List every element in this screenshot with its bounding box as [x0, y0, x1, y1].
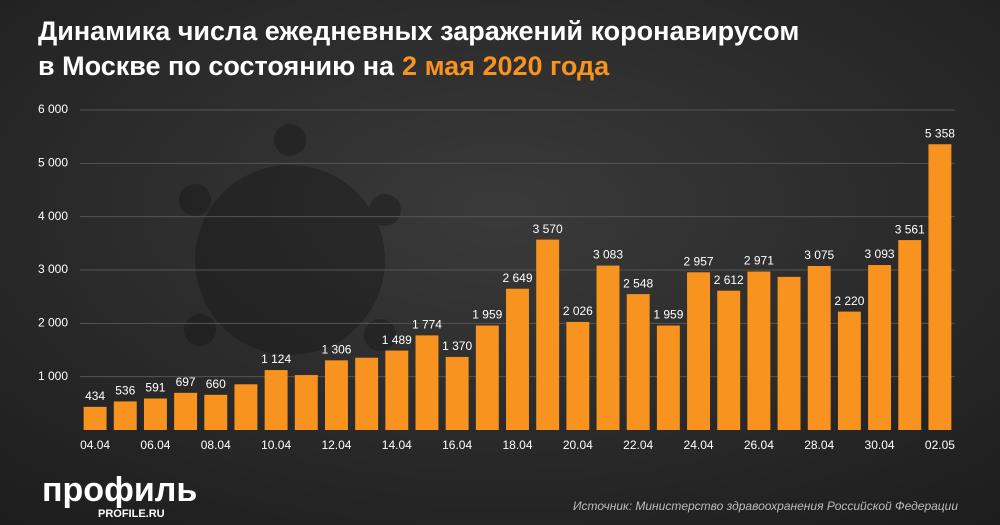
value-label: 2 612	[714, 273, 744, 287]
bar	[294, 375, 318, 430]
bar	[415, 335, 439, 430]
x-tick-label: 26.04	[744, 438, 774, 452]
bar	[536, 239, 560, 430]
bar	[174, 392, 198, 430]
bar	[837, 311, 861, 430]
y-tick-label: 1 000	[38, 369, 68, 383]
value-label: 536	[115, 384, 135, 398]
value-label: 1 124	[261, 352, 291, 366]
value-label: 1 774	[412, 318, 442, 332]
x-tick-label: 14.04	[382, 438, 412, 452]
x-tick-label: 30.04	[865, 438, 895, 452]
logo: профиль	[42, 471, 197, 509]
value-label: 1 306	[321, 343, 351, 357]
x-tick-label: 08.04	[201, 438, 231, 452]
bar	[928, 144, 952, 431]
bar	[204, 394, 228, 430]
value-label: 2 649	[502, 271, 532, 285]
bar	[807, 266, 831, 430]
x-tick-label: 02.05	[925, 438, 955, 452]
x-tick-label: 10.04	[261, 438, 291, 452]
value-label: 5 358	[925, 126, 955, 140]
value-label: 660	[206, 377, 226, 391]
bar	[475, 325, 499, 430]
source: Источник: Министерство здравоохранения Р…	[573, 499, 958, 513]
x-tick-label: 12.04	[321, 438, 351, 452]
bar	[656, 325, 680, 430]
value-label: 3 093	[865, 247, 895, 261]
bar	[506, 288, 529, 430]
value-label: 1 370	[442, 339, 472, 353]
y-tick-label: 5 000	[38, 156, 68, 170]
value-label: 2 026	[563, 304, 593, 318]
value-label: 2 220	[834, 294, 864, 308]
bar	[113, 401, 137, 430]
chart-title-date: 2 мая 2020 года	[402, 51, 610, 81]
bar	[83, 406, 107, 430]
value-label: 3 083	[593, 248, 623, 262]
bar	[385, 350, 409, 430]
value-label: 3 075	[804, 248, 834, 262]
value-label: 591	[145, 381, 165, 395]
value-label: 697	[176, 375, 196, 389]
value-label: 1 959	[472, 308, 502, 322]
bar	[898, 240, 922, 430]
logo-url: PROFILE.RU	[98, 508, 165, 520]
chart-title: в Москве по состоянию на	[38, 51, 395, 81]
value-label: 1 959	[653, 308, 683, 322]
x-tick-label: 04.04	[80, 438, 110, 452]
bar	[868, 265, 892, 430]
value-label: 2 971	[744, 254, 774, 268]
value-label: 3 570	[533, 222, 563, 236]
value-label: 2 957	[684, 254, 714, 268]
x-tick-label: 20.04	[563, 438, 593, 452]
value-label: 1 489	[382, 333, 412, 347]
bar	[264, 370, 288, 430]
bar	[717, 290, 741, 430]
value-label: 2 548	[623, 276, 653, 290]
bar	[445, 356, 469, 430]
bar	[626, 294, 650, 430]
x-tick-label: 06.04	[140, 438, 170, 452]
bar	[325, 360, 348, 430]
bar	[143, 398, 167, 430]
x-tick-label: 24.04	[684, 438, 714, 452]
y-tick-label: 3 000	[38, 262, 68, 276]
x-tick-label: 28.04	[804, 438, 834, 452]
y-tick-label: 6 000	[38, 102, 68, 116]
virus-decoration	[179, 124, 401, 355]
x-tick-label: 16.04	[442, 438, 472, 452]
bar	[234, 384, 258, 430]
x-tick-label: 22.04	[623, 438, 653, 452]
x-tick-label: 18.04	[502, 438, 532, 452]
value-label: 434	[85, 389, 105, 403]
y-tick-label: 2 000	[38, 316, 68, 330]
bar	[596, 265, 620, 430]
y-tick-label: 4 000	[38, 209, 68, 223]
bar	[747, 271, 771, 430]
bar	[566, 321, 590, 430]
chart-title: Динамика числа ежедневных заражений коро…	[38, 16, 799, 46]
bar	[355, 357, 379, 430]
bar	[687, 272, 710, 430]
bar	[777, 276, 801, 430]
value-label: 3 561	[895, 222, 925, 236]
